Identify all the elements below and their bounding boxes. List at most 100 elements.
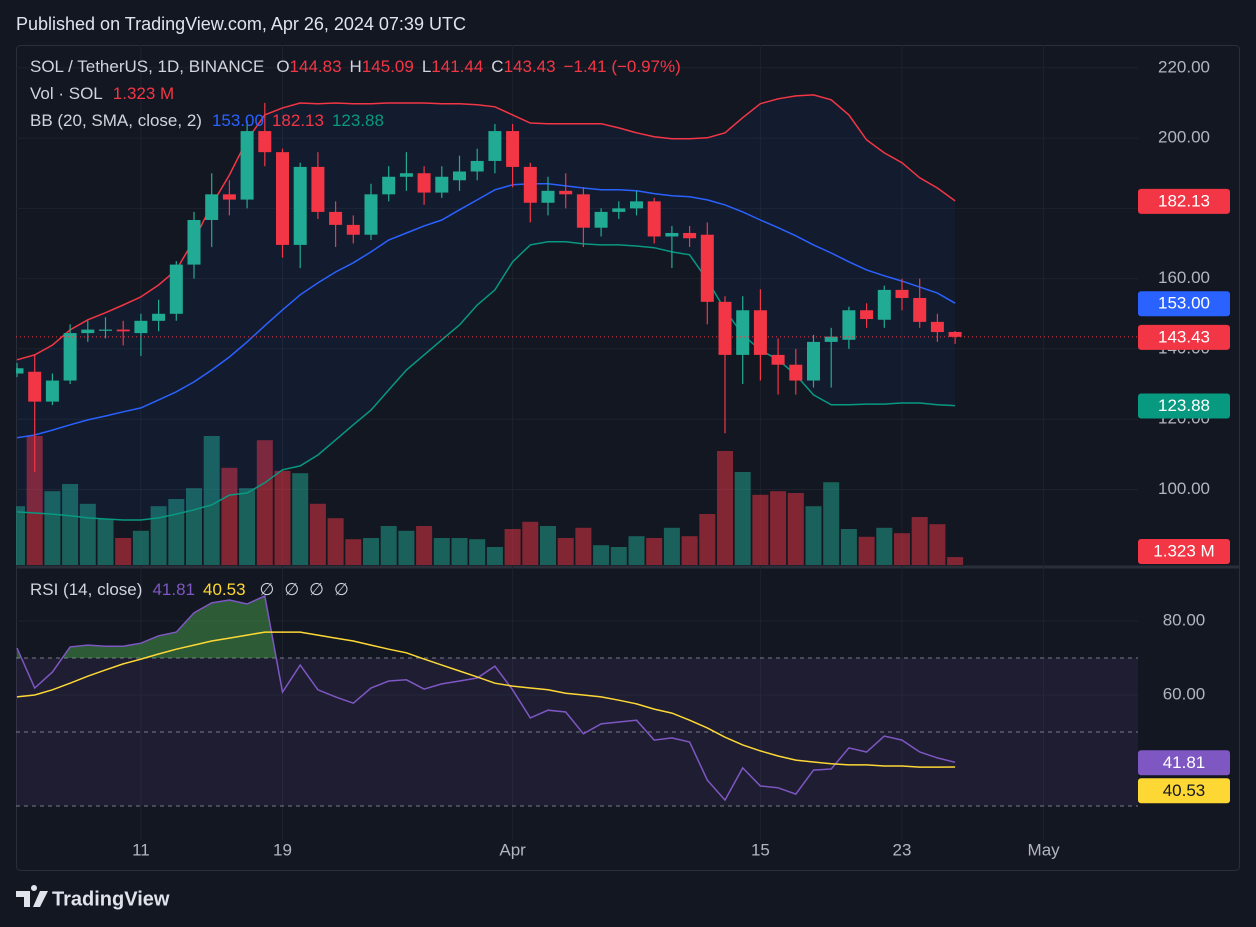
price-badge-label: 40.53	[1163, 781, 1206, 800]
volume-bar	[451, 538, 468, 565]
candle-body	[258, 131, 272, 153]
volume-bar	[327, 518, 344, 565]
bb-name: BB (20, SMA, close, 2)	[30, 111, 202, 130]
rsi-legend: RSI (14, close) 41.81 40.53 ∅ ∅ ∅ ∅	[30, 580, 349, 599]
volume-bar	[44, 491, 61, 565]
candle-body	[205, 194, 219, 220]
volume-bar	[132, 530, 149, 565]
published-note: Published on TradingView.com, Apr 26, 20…	[16, 14, 466, 34]
volume-bar	[805, 506, 822, 565]
chart-frame	[16, 45, 1240, 871]
price-badge-label: 41.81	[1163, 753, 1206, 772]
rsi-value: 41.81	[152, 580, 195, 599]
y-tick-label: 200.00	[1158, 128, 1210, 147]
volume-value: 1.323 M	[113, 84, 174, 103]
volume-bar	[610, 547, 627, 565]
candle-body	[45, 380, 59, 402]
price-badge-label: 1.323 M	[1153, 541, 1214, 560]
empty-output: ∅	[284, 580, 299, 599]
y-tick-label: 160.00	[1158, 268, 1210, 287]
volume-bar	[256, 440, 273, 565]
x-tick-label: May	[1028, 840, 1061, 859]
volume-bar	[540, 526, 556, 565]
volume-bar	[699, 514, 716, 565]
volume-bar	[823, 482, 840, 565]
empty-output: ∅	[260, 580, 275, 599]
volume-bar	[593, 545, 610, 565]
candle-body	[523, 166, 537, 203]
brand-name: TradingView	[52, 888, 170, 910]
volume-bar	[522, 521, 539, 565]
candle-body	[329, 211, 343, 225]
price-badge	[1138, 324, 1230, 350]
rsi-ma-value: 40.53	[203, 580, 246, 599]
volume-bar	[203, 436, 220, 565]
price-badge-label: 123.88	[1158, 396, 1210, 415]
volume-bar	[876, 527, 893, 565]
candle-body	[824, 336, 838, 342]
candle-body	[647, 201, 661, 237]
volume-bar	[186, 488, 202, 565]
x-tick-label: 11	[132, 840, 150, 859]
price-badge	[1138, 539, 1230, 564]
candle-body	[276, 152, 289, 245]
volume-bar	[62, 484, 79, 565]
symbol-legend: SOL / TetherUS, 1D, BINANCE O144.83 H145.0…	[30, 57, 681, 76]
price-badge-label: 182.13	[1158, 191, 1210, 210]
y-tick-label: 60.00	[1163, 684, 1206, 703]
volume-bar	[787, 493, 804, 565]
candle-body	[222, 194, 236, 200]
ohlc-value: 144.83	[290, 57, 342, 76]
volume-bar	[929, 524, 946, 565]
volume-bar	[292, 473, 309, 565]
x-tick-label: Apr	[499, 840, 526, 859]
candle-body	[116, 329, 130, 332]
ohlc-value: 143.43	[504, 57, 556, 76]
candle-body	[612, 208, 626, 212]
bb-upper: 182.13	[272, 111, 324, 130]
price-badge	[1138, 750, 1230, 776]
candle-body	[99, 329, 112, 331]
price-badge-label: 143.43	[1158, 327, 1210, 346]
candle-body	[913, 297, 927, 322]
volume-bar	[947, 557, 964, 565]
candle-body	[665, 232, 679, 237]
candle-body	[948, 331, 962, 337]
volume-bar	[380, 526, 397, 565]
rsi-name: RSI (14, close)	[30, 580, 142, 599]
volume-bar	[115, 538, 132, 565]
change: −1.41 (−0.97%)	[564, 57, 681, 76]
volume-bar	[363, 538, 379, 565]
candle-body	[293, 166, 307, 245]
volume-name: Vol · SOL	[30, 84, 103, 103]
candle-body	[470, 160, 484, 172]
volume-bar	[858, 536, 875, 565]
candle-body	[860, 310, 874, 320]
x-tick-label: 19	[273, 840, 292, 859]
ohlc-value: 145.09	[362, 57, 414, 76]
bb-line	[16, 183, 956, 439]
brand-logo	[16, 884, 48, 907]
volume-bar	[345, 539, 362, 565]
volume-bar	[504, 529, 521, 565]
empty-output: ∅	[334, 580, 349, 599]
volume-bar	[469, 539, 486, 565]
candle-body	[576, 194, 590, 228]
ohlc-key: H	[350, 57, 362, 76]
candle-body	[240, 131, 254, 200]
volume-legend: Vol · SOL 1.323 M	[30, 84, 174, 103]
price-badges: 182.13 153.00 143.43 123.88 1.323 M 41.81 40.5…	[1138, 188, 1230, 804]
volume-bar	[663, 527, 680, 565]
candle-body	[311, 166, 325, 212]
candle-body	[842, 310, 856, 340]
x-tick-label: 23	[893, 840, 912, 859]
brand[interactable]: TradingView	[16, 884, 170, 910]
candle-body	[753, 310, 767, 355]
candle-body	[364, 194, 378, 235]
volume-bar	[911, 517, 928, 565]
candle-body	[930, 321, 944, 333]
volume-bar	[646, 538, 663, 565]
bb-fill	[17, 94, 956, 521]
